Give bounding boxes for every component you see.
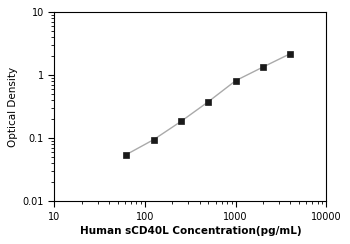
X-axis label: Human sCD40L Concentration(pg/mL): Human sCD40L Concentration(pg/mL) <box>79 226 301 236</box>
Y-axis label: Optical Density: Optical Density <box>8 67 18 147</box>
